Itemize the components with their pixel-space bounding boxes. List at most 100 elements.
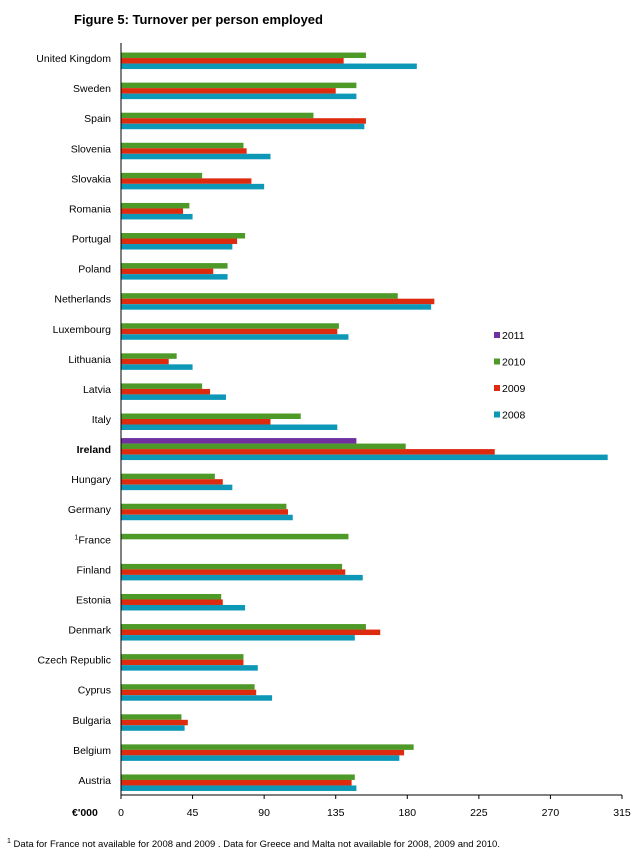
legend-swatch-2009 — [494, 385, 500, 391]
category-label-slovakia: Slovakia — [71, 173, 111, 185]
bar-lithuania-2008 — [121, 364, 193, 370]
category-label-ireland: Ireland — [77, 444, 111, 456]
bar-italy-2010 — [121, 413, 301, 419]
category-label-luxembourg: Luxembourg — [53, 324, 112, 336]
bar-sweden-2010 — [121, 82, 357, 89]
category-label-romania: Romania — [69, 203, 111, 215]
category-label-belgium: Belgium — [73, 745, 111, 757]
bar-spain-2009 — [121, 118, 366, 124]
bar-latvia-2010 — [121, 383, 203, 389]
category-label-united-kingdom: United Kingdom — [36, 53, 111, 65]
x-tick-label-315: 315 — [613, 807, 631, 819]
legend-label-2010: 2010 — [502, 357, 526, 369]
category-label-text: France — [78, 534, 111, 546]
bar-belgium-2008 — [121, 755, 400, 761]
bar-slovakia-2009 — [121, 178, 252, 184]
legend-swatch-2011 — [494, 332, 500, 338]
category-label-italy: Italy — [92, 414, 112, 426]
bar-czech-republic-2010 — [121, 654, 244, 660]
x-tick-label-135: 135 — [327, 807, 345, 819]
bar-latvia-2008 — [121, 394, 226, 400]
bar-czech-republic-2009 — [121, 659, 244, 666]
category-label-netherlands: Netherlands — [54, 294, 111, 306]
x-tick-label-0: 0 — [118, 807, 124, 819]
bar-latvia-2009 — [121, 388, 211, 395]
x-tick-label-90: 90 — [258, 807, 270, 819]
x-tick-label-225: 225 — [470, 807, 488, 819]
bar-spain-2010 — [121, 112, 314, 119]
bar-france-2010 — [121, 533, 349, 540]
category-label-denmark: Denmark — [68, 625, 111, 637]
bar-belgium-2010 — [121, 744, 414, 750]
category-label-poland: Poland — [78, 264, 111, 276]
bar-poland-2010 — [121, 263, 228, 269]
legend-label-2009: 2009 — [502, 383, 526, 395]
category-footnote-mark: 1 — [74, 534, 78, 541]
footnote-mark: 1 — [7, 838, 11, 845]
legend-label-2008: 2008 — [502, 410, 526, 422]
legend-swatch-2008 — [494, 411, 500, 418]
category-label-austria: Austria — [78, 775, 111, 787]
category-label-latvia: Latvia — [83, 384, 111, 396]
bar-denmark-2010 — [121, 624, 366, 630]
bar-portugal-2008 — [121, 244, 233, 250]
bar-germany-2010 — [121, 503, 287, 510]
bar-hungary-2008 — [121, 484, 233, 491]
bar-portugal-2009 — [121, 238, 238, 245]
bar-austria-2008 — [121, 785, 357, 791]
bar-germany-2008 — [121, 514, 293, 521]
bar-united-kingdom-2009 — [121, 58, 344, 64]
bar-poland-2008 — [121, 274, 228, 280]
category-label-lithuania: Lithuania — [68, 354, 111, 366]
bar-finland-2009 — [121, 569, 346, 575]
unit-label: €'000 — [72, 807, 98, 819]
chart-title: Figure 5: Turnover per person employed — [74, 12, 323, 27]
bar-italy-2009 — [121, 419, 271, 425]
bar-denmark-2009 — [121, 629, 381, 636]
x-axis-ticks: 0 45 90 135 180 225 270 315 — [118, 795, 631, 819]
category-label-slovenia: Slovenia — [71, 143, 111, 155]
bar-slovenia-2008 — [121, 153, 271, 160]
category-label-spain: Spain — [84, 113, 111, 125]
bar-sweden-2009 — [121, 88, 336, 94]
bar-bulgaria-2008 — [121, 725, 185, 731]
bar-ireland-2009 — [121, 449, 495, 455]
category-label-cyprus: Cyprus — [78, 685, 111, 697]
bar-belgium-2009 — [121, 749, 405, 756]
category-label-sweden: Sweden — [73, 83, 111, 95]
bars-group — [121, 52, 608, 791]
bar-luxembourg-2010 — [121, 323, 339, 329]
bar-bulgaria-2009 — [121, 719, 188, 726]
bar-austria-2009 — [121, 779, 352, 786]
legend-label-2011: 2011 — [502, 330, 525, 342]
bar-luxembourg-2008 — [121, 334, 349, 340]
bar-sweden-2008 — [121, 93, 357, 100]
bar-ireland-2011 — [121, 438, 357, 444]
bar-united-kingdom-2010 — [121, 52, 366, 59]
bar-romania-2009 — [121, 208, 184, 214]
category-label-hungary: Hungary — [71, 474, 111, 486]
bar-romania-2010 — [121, 202, 190, 209]
footnote: 1 Data for France not available for 2008… — [7, 835, 500, 850]
category-label-estonia: Estonia — [76, 594, 111, 606]
bar-cyprus-2008 — [121, 695, 273, 701]
category-labels: United Kingdom Sweden Spain Slovenia Slovaki… — [36, 53, 111, 787]
category-label-czech-republic: Czech Republic — [37, 655, 111, 667]
bar-cyprus-2010 — [121, 684, 255, 690]
category-label-finland: Finland — [77, 564, 112, 576]
x-tick-label-180: 180 — [399, 807, 417, 819]
bar-spain-2008 — [121, 123, 365, 130]
footnote-text: Data for France not available for 2008 a… — [14, 839, 500, 850]
bar-estonia-2008 — [121, 604, 246, 611]
category-label-bulgaria: Bulgaria — [72, 715, 111, 727]
bar-slovenia-2009 — [121, 148, 247, 154]
bar-czech-republic-2008 — [121, 665, 258, 671]
bar-netherlands-2008 — [121, 304, 432, 310]
bar-austria-2010 — [121, 774, 355, 780]
bar-hungary-2009 — [121, 479, 223, 485]
bar-netherlands-2009 — [121, 298, 435, 305]
bar-estonia-2009 — [121, 599, 223, 605]
bar-poland-2009 — [121, 268, 214, 275]
bar-cyprus-2009 — [121, 689, 257, 696]
